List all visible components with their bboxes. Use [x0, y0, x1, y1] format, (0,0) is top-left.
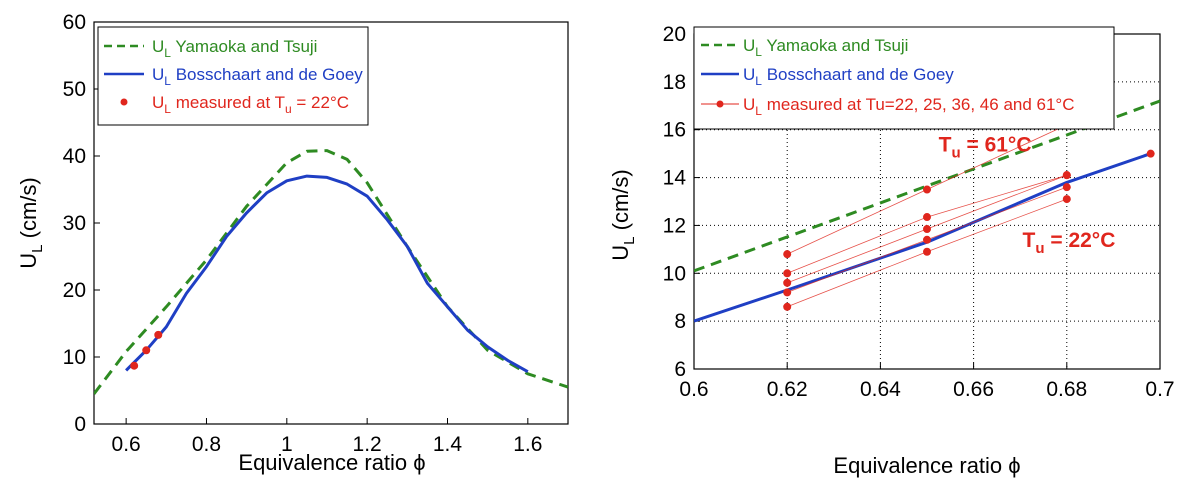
legend-box-left [97, 26, 369, 126]
legend-label-bosschaart: UL Bosschaart and de Goey [152, 65, 363, 88]
series-line-right-0 [694, 99, 1160, 273]
y-tick-label-left-0: 0 [74, 413, 86, 436]
data-point-right-t4-0 [783, 250, 792, 259]
y-tick-label-left-6: 60 [63, 11, 86, 34]
x-axis-label-left: Equivalence ratio ϕ [238, 450, 425, 475]
x-tick-label-right-1: 0.62 [767, 378, 808, 401]
annotation-tu-61: Tu = 61°C [939, 133, 1032, 161]
legend-label-measured-right: UL measured at Tu=22, 25, 36, 46 and 61°… [743, 95, 1075, 118]
legend-label-yamaoka-right: UL Yamaoka and Tsuji [743, 36, 908, 59]
x-tick-label-right-3: 0.66 [953, 378, 994, 401]
y-tick-label-right-6: 18 [663, 71, 686, 94]
legend-swatch-marker-measured-right [716, 100, 724, 108]
legend-swatch-measured [120, 98, 128, 106]
y-tick-label-left-2: 20 [63, 279, 86, 302]
data-point-right-t3-2 [1062, 171, 1071, 180]
y-tick-label-right-1: 8 [674, 310, 686, 333]
data-point-left-2-0 [130, 361, 139, 370]
x-tick-label-right-2: 0.64 [860, 378, 901, 401]
y-tick-label-left-3: 30 [63, 212, 86, 235]
legend-label-bosschaart-right: UL Bosschaart and de Goey [743, 65, 954, 88]
data-point-right-t1-1 [923, 235, 931, 244]
y-axis-label-right: UL (cm/s) [608, 169, 638, 260]
chart-left: 0.6 0.8 1 1.2 1.4 1.6 0 10 20 30 40 50 60 Equivalen… [16, 11, 569, 475]
legend-label-measured: UL measured at Tu = 22°C [152, 93, 349, 116]
x-tick-label-left-4: 1.4 [433, 433, 463, 456]
data-point-right-t3-1 [923, 213, 931, 222]
data-point-right-t0-0 [783, 302, 792, 311]
y-tick-label-right-0: 6 [674, 358, 686, 381]
legend-box-right [693, 26, 1115, 130]
data-point-right-t1-0 [783, 288, 792, 297]
data-point-left-2-2 [154, 330, 163, 339]
x-tick-label-left-2: 1 [281, 433, 293, 456]
x-axis-label-right: Equivalence ratio ϕ [833, 453, 1020, 478]
y-tick-label-right-2: 10 [663, 262, 686, 285]
legend-label-yamaoka: UL Yamaoka and Tsuji [152, 37, 317, 60]
y-tick-label-right-7: 20 [663, 23, 686, 46]
y-tick-label-left-4: 40 [63, 145, 86, 168]
x-tick-label-right-4: 0.68 [1046, 378, 1087, 401]
series-line-left-0 [94, 149, 568, 395]
y-tick-label-left-5: 50 [63, 78, 86, 101]
x-tick-label-left-0: 0.6 [112, 433, 141, 456]
data-point-right-t2-0 [783, 278, 792, 287]
chart-right: 0.6 0.62 0.64 0.66 0.68 0.7 6 8 10 12 14 16 18 20 Tu… [608, 23, 1175, 478]
x-tick-label-left-3: 1.2 [353, 433, 382, 456]
data-point-left-2-1 [142, 346, 151, 355]
y-tick-label-right-5: 16 [663, 119, 686, 142]
data-point-right-t3-0 [783, 269, 792, 278]
data-point-right-t4-1 [923, 185, 931, 194]
data-point-right-extra [1146, 149, 1155, 158]
x-tick-label-right-0: 0.6 [679, 378, 708, 401]
data-point-right-t0-2 [1062, 195, 1071, 204]
y-axis-label-left: UL (cm/s) [16, 177, 46, 268]
x-tick-label-left-1: 0.8 [192, 433, 221, 456]
y-tick-label-right-4: 14 [663, 167, 687, 190]
data-point-right-t2-1 [923, 225, 931, 234]
series-line-left-1 [125, 174, 529, 374]
data-point-right-t1-2 [1062, 183, 1071, 192]
data-point-right-t0-1 [923, 247, 931, 256]
x-tick-label-right-5: 0.7 [1145, 378, 1174, 401]
legend-left: UL Yamaoka and Tsuji UL Bosschaart and d… [97, 26, 369, 126]
annotation-tu-22: Tu = 22°C [1023, 229, 1116, 257]
y-tick-label-right-3: 12 [663, 214, 686, 237]
legend-right: UL Yamaoka and Tsuji UL Bosschaart and d… [693, 26, 1115, 130]
x-tick-label-left-5: 1.6 [513, 433, 542, 456]
y-tick-label-left-1: 10 [63, 346, 86, 369]
